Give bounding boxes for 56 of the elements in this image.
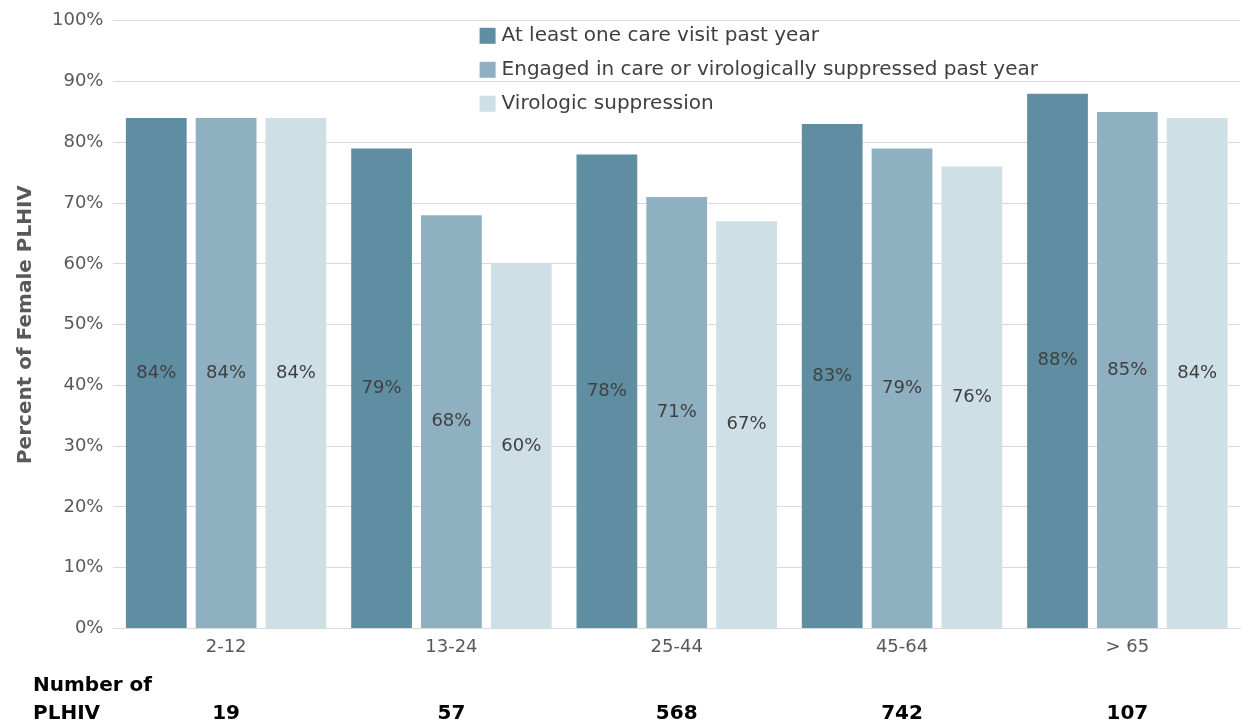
data-label: 79% (361, 375, 402, 397)
y-tick-label: 30% (63, 433, 104, 455)
data-label: 85% (1107, 357, 1148, 379)
bar (490, 263, 552, 628)
y-tick-label: 70% (63, 190, 104, 212)
y-tick-label: 0% (74, 616, 104, 638)
bar (941, 166, 1003, 628)
text: Number of PLHIV (33, 672, 153, 725)
y-tick-label: 10% (63, 555, 104, 577)
bar (421, 215, 482, 628)
bar (125, 118, 187, 628)
data-label: 78% (586, 378, 627, 400)
x-tick-label: 13-24 (425, 634, 478, 656)
bar (871, 148, 933, 628)
data-label: 68% (431, 409, 472, 431)
x-tick-label: 2-12 (205, 634, 247, 656)
data-label: 84% (136, 360, 177, 382)
data-label: 60% (501, 433, 542, 455)
bar (195, 118, 257, 628)
y-tick-label: 60% (63, 251, 104, 273)
y-tick-label: 50% (63, 312, 104, 334)
x-tick-label: > 65 (1105, 634, 1150, 656)
data-label: 84% (206, 360, 247, 382)
y-tick-label: 100% (51, 8, 104, 30)
bar (351, 148, 412, 628)
y-tick-label: 80% (63, 129, 104, 151)
legend-label: Virologic suppression (501, 90, 714, 114)
data-label: 84% (275, 360, 316, 382)
text: 742 (881, 700, 923, 725)
x-tick-label: 25-44 (650, 634, 703, 656)
bar (265, 118, 327, 628)
y-axis-title: Percent of Female PLHIV (12, 184, 37, 465)
bar (1096, 111, 1158, 628)
y-tick-label: 90% (63, 69, 104, 91)
text: 57 (437, 700, 466, 725)
text: 107 (1106, 700, 1149, 725)
bar (801, 124, 863, 628)
bar (1166, 118, 1228, 628)
y-tick-label: 40% (63, 373, 104, 395)
data-label: 83% (812, 363, 853, 385)
bar (576, 154, 638, 628)
text: 19 (212, 700, 241, 725)
data-label: 84% (1177, 360, 1218, 382)
bar (1027, 93, 1088, 628)
data-label: 71% (656, 400, 697, 422)
text: 568 (655, 700, 698, 725)
legend-label: At least one care visit past year (501, 22, 820, 46)
y-tick-label: 20% (63, 494, 104, 516)
data-label: 88% (1037, 348, 1078, 370)
data-label: 79% (882, 375, 923, 397)
data-label: 76% (951, 384, 992, 406)
bar (646, 197, 708, 628)
bar (716, 221, 777, 628)
data-label: 67% (726, 412, 767, 434)
x-tick-label: 45-64 (875, 634, 929, 656)
legend-label: Engaged in care or virologically suppressed past year (501, 56, 1039, 80)
